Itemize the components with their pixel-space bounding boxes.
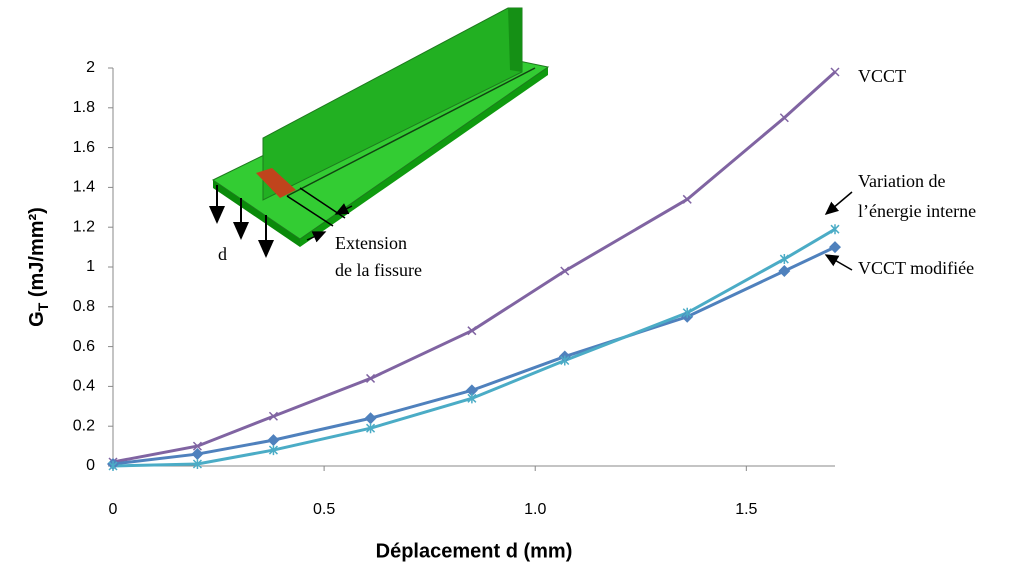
annotation: Variation de [858,171,945,191]
y-tick-label: 1.2 [73,218,95,235]
series-line [112,70,837,464]
data-point [779,113,789,123]
y-tick-label: 1.6 [73,139,95,156]
y-tick-label: 0.4 [73,378,95,395]
data-point [465,384,478,397]
annotation: l’énergie interne [858,201,976,221]
data-point [829,241,841,254]
y-tick-label: 2 [86,59,95,76]
data-point [467,326,477,336]
data-point [682,307,692,318]
annotation-arrow [824,254,853,271]
y-tick-label: 0.8 [73,298,95,315]
annotation: VCCT modifiée [858,258,974,278]
y-axis-title-main: G [26,311,48,327]
y-axis-title-sub: T [35,302,51,311]
data-point [192,441,202,451]
data-point [830,67,840,77]
data-point [467,393,477,404]
y-axis-title: GT (mJ/mm²) [26,207,50,327]
x-tick-label: 0 [109,501,118,518]
data-point [268,411,278,421]
data-point [108,461,118,471]
x-tick-label: 1.0 [524,501,546,518]
series-line [112,245,836,466]
x-tick-label: 0.5 [313,501,335,518]
y-tick-label: 1 [86,258,95,275]
x-tick-label: 1.5 [735,501,757,518]
annotation-arrow [824,191,853,215]
data-point [366,373,376,383]
data-point [267,434,280,447]
data-point [682,194,692,204]
data-point [191,448,204,461]
fe-model-inset [209,7,550,258]
x-axis-title: Déplacement d (mm) [376,540,573,562]
y-tick-label: 0.2 [73,417,95,434]
data-point [268,445,278,456]
data-point [192,459,202,470]
data-point [560,355,570,366]
annotation: d [218,244,227,264]
data-point [364,412,377,425]
data-point [779,254,789,265]
series-line [112,227,836,468]
y-tick-label: 1.4 [73,179,95,196]
annotation: de la fissure [335,260,422,280]
annotation: Extension [335,233,407,253]
y-axis-title-unit: (mJ/mm²) [26,207,48,303]
data-point [830,224,840,235]
y-tick-label: 1.8 [73,99,95,116]
data-point [778,264,791,277]
y-tick-label: 0.6 [73,338,95,355]
annotation: VCCT [858,66,906,86]
data-point [560,266,570,276]
data-point [366,423,376,434]
y-tick-label: 0 [86,457,95,474]
